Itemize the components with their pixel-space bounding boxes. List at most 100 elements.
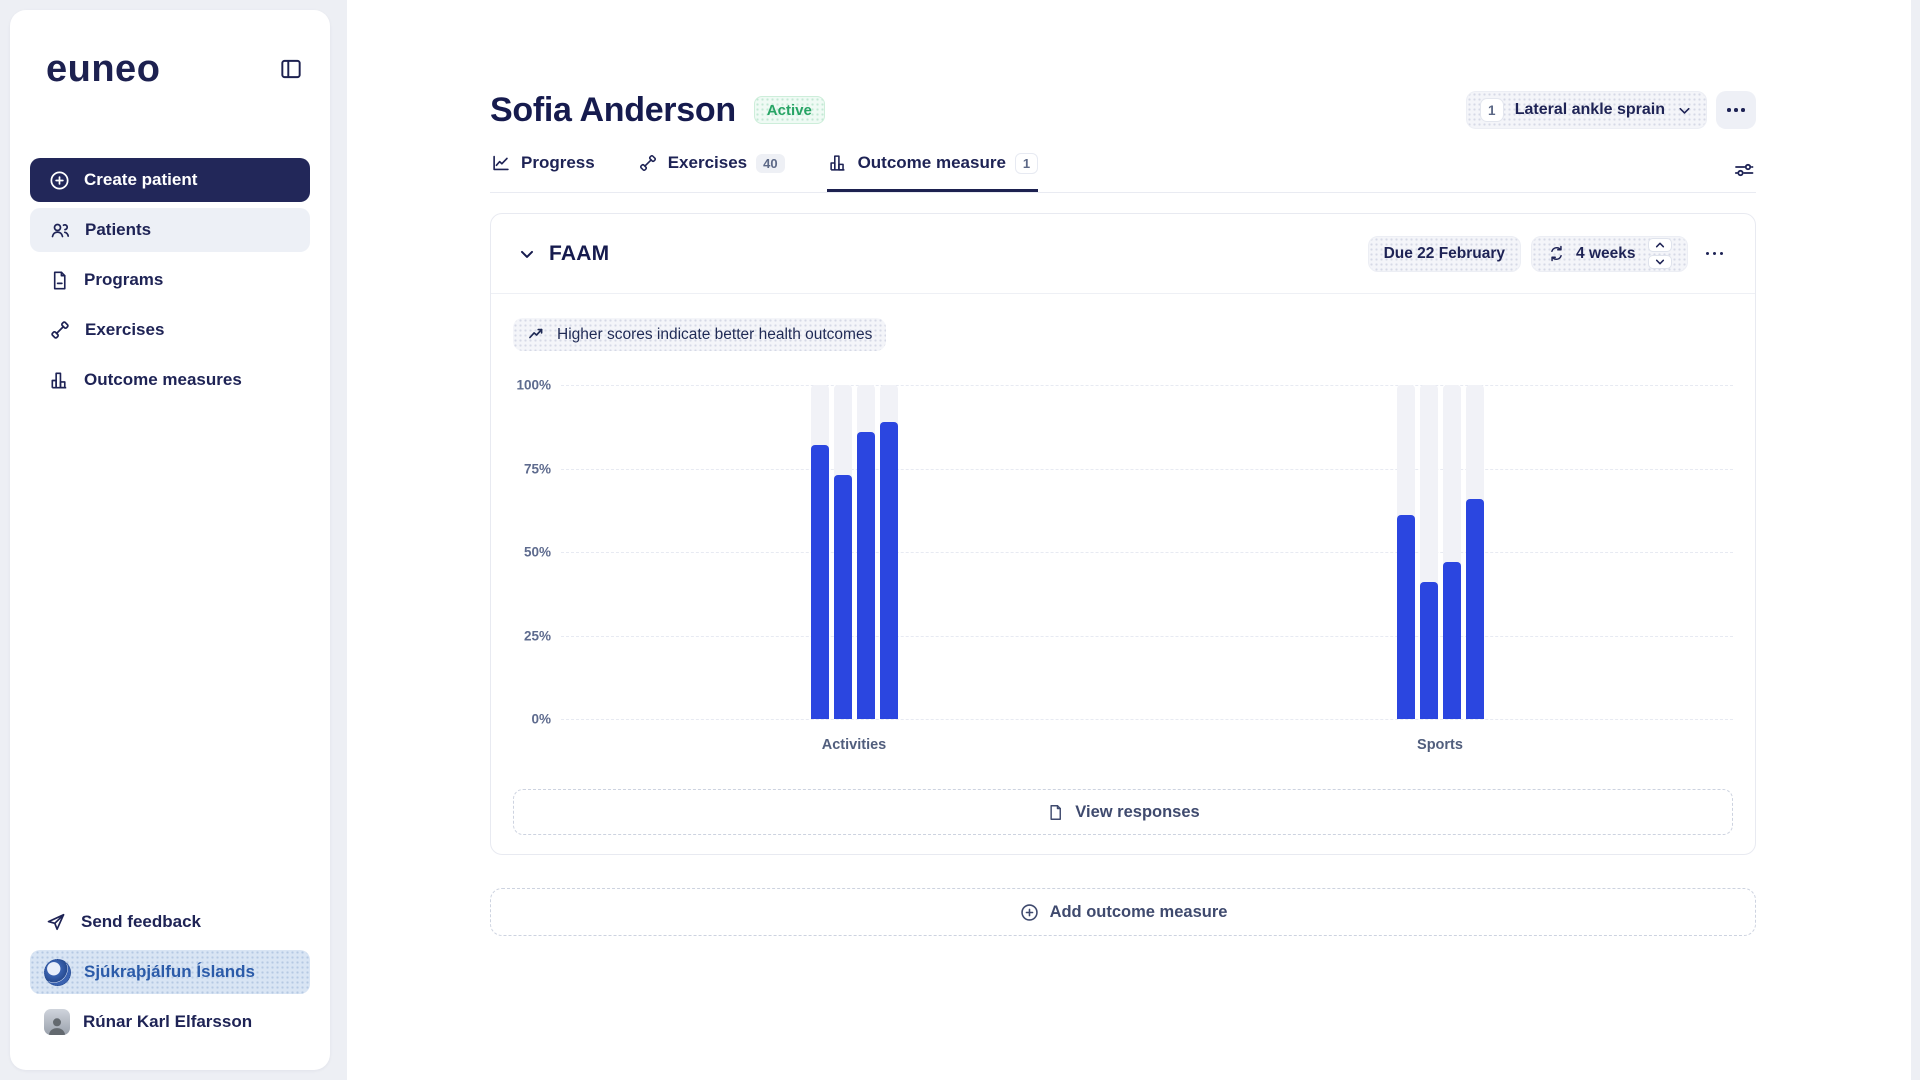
tab-count-badge: 1: [1014, 152, 1039, 174]
plus-circle-icon: [1019, 902, 1040, 923]
tab-outcome-measure[interactable]: Outcome measure 1: [826, 152, 1039, 192]
bar-track: [1443, 385, 1461, 719]
y-axis-tick: 100%: [516, 377, 551, 393]
sidebar-item-outcome-measures[interactable]: Outcome measures: [30, 358, 310, 402]
frequency-label: 4 weeks: [1576, 244, 1636, 262]
condition-select[interactable]: 1 Lateral ankle sprain: [1465, 91, 1707, 129]
tab-label: Exercises: [667, 153, 748, 172]
bar: [880, 421, 898, 719]
more-icon: [1705, 251, 1723, 256]
send-feedback-button[interactable]: Send feedback: [30, 900, 310, 944]
page-title: Sofia Anderson: [490, 90, 736, 129]
bar: [1397, 515, 1415, 719]
sidebar-footer: Send feedback Sjúkraþjálfun Íslands Rúna…: [10, 900, 330, 1070]
measure-more-button[interactable]: [1698, 251, 1732, 256]
outcome-measure-card: FAAM Due 22 February 4 weeks: [490, 213, 1756, 855]
tab-count-badge: 40: [756, 153, 785, 173]
bar: [1443, 562, 1461, 719]
measure-title: FAAM: [549, 241, 610, 265]
measure-card-header: FAAM Due 22 February 4 weeks: [491, 214, 1755, 294]
sidebar-item-exercises[interactable]: Exercises: [30, 308, 310, 352]
more-icon: [1727, 108, 1745, 112]
y-axis-tick: 0%: [531, 711, 551, 727]
tab-label: Progress: [521, 153, 595, 172]
gridline: [561, 552, 1733, 553]
bar-track: [857, 385, 875, 719]
patient-more-button[interactable]: [1716, 91, 1756, 129]
measure-collapse-toggle[interactable]: FAAM: [517, 242, 609, 266]
bar: [1466, 498, 1484, 719]
due-date-button[interactable]: Due 22 February: [1367, 235, 1522, 272]
sidebar-item-label: Exercises: [85, 320, 165, 339]
tab-label: Outcome measure: [857, 153, 1006, 172]
chevron-down-icon: [517, 244, 537, 264]
chevron-down-icon: [1676, 102, 1693, 119]
gridline: [561, 719, 1733, 720]
organization-name: Sjúkraþjálfun Íslands: [84, 962, 255, 981]
sidebar-item-programs[interactable]: Programs: [30, 258, 310, 302]
bar-track: [880, 385, 898, 719]
send-icon: [44, 910, 68, 934]
x-axis-label: Sports: [1417, 737, 1463, 753]
bar-chart: 0% 25% 50% 75% 100% Activities Sports: [513, 378, 1733, 763]
frequency-stepper: [1647, 238, 1672, 269]
user-name: Rúnar Karl Elfarsson: [83, 1012, 253, 1031]
sidebar: euneo Create patient Patients: [10, 10, 330, 1070]
user-avatar: [44, 1009, 70, 1035]
app-logo: euneo: [46, 48, 161, 90]
bar-track: [1466, 385, 1484, 719]
condition-label: Lateral ankle sprain: [1514, 101, 1665, 118]
stepper-down-button[interactable]: [1647, 255, 1672, 269]
gridline: [561, 635, 1733, 637]
score-hint-badge: Higher scores indicate better health out…: [513, 318, 887, 351]
refresh-icon: [1547, 244, 1566, 263]
organization-switcher[interactable]: Sjúkraþjálfun Íslands: [30, 950, 310, 994]
y-axis-tick: 25%: [523, 628, 551, 643]
exercises-icon: [48, 318, 72, 342]
outcome-measures-icon: [48, 369, 71, 392]
view-responses-button[interactable]: View responses: [513, 789, 1733, 835]
bar: [834, 475, 852, 719]
bar-track: [811, 385, 829, 719]
plus-circle-icon: [48, 169, 71, 192]
sidebar-item-label: Patients: [85, 220, 152, 239]
status-badge: Active: [753, 96, 825, 124]
tab-exercises[interactable]: Exercises 40: [637, 152, 785, 189]
user-menu[interactable]: Rúnar Karl Elfarsson: [30, 1000, 310, 1044]
due-date-label: Due 22 February: [1383, 244, 1506, 262]
create-patient-label: Create patient: [84, 170, 198, 189]
view-responses-label: View responses: [1075, 802, 1200, 821]
sliders-icon[interactable]: [1732, 158, 1756, 182]
bar-track: [1420, 385, 1438, 719]
score-hint-label: Higher scores indicate better health out…: [557, 325, 873, 343]
gridline: [561, 468, 1733, 470]
sidebar-item-patients[interactable]: Patients: [30, 208, 310, 252]
bar: [1420, 582, 1438, 719]
file-icon: [1046, 803, 1065, 822]
bar-group-activities: [811, 385, 898, 719]
bar-group-sports: [1397, 385, 1484, 719]
sidebar-item-label: Outcome measures: [84, 370, 242, 389]
main-area: Sofia Anderson Active 1 Lateral ankle sp…: [347, 0, 1911, 1080]
patient-tabs: Progress Exercises 40: [490, 150, 1756, 193]
x-axis-label: Activities: [821, 737, 887, 753]
y-axis-tick: 75%: [523, 461, 551, 476]
send-feedback-label: Send feedback: [81, 912, 201, 931]
tab-progress[interactable]: Progress: [490, 152, 595, 189]
patient-header: Sofia Anderson Active 1 Lateral ankle sp…: [490, 88, 1756, 132]
bar: [857, 431, 875, 719]
add-outcome-measure-button[interactable]: Add outcome measure: [490, 888, 1756, 936]
stepper-up-button[interactable]: [1647, 238, 1672, 252]
y-axis-tick: 50%: [523, 544, 551, 560]
sidebar-nav: Create patient Patients Programs: [10, 158, 330, 402]
bar-track: [1397, 385, 1415, 719]
panel-collapse-icon[interactable]: [278, 56, 304, 82]
sidebar-item-label: Programs: [84, 270, 164, 289]
create-patient-button[interactable]: Create patient: [30, 158, 310, 202]
programs-icon: [48, 269, 71, 292]
frequency-control[interactable]: 4 weeks: [1531, 235, 1688, 272]
gridline: [561, 385, 1733, 386]
progress-icon: [490, 152, 512, 174]
exercises-icon: [637, 152, 659, 174]
outcome-measures-icon: [827, 152, 849, 174]
